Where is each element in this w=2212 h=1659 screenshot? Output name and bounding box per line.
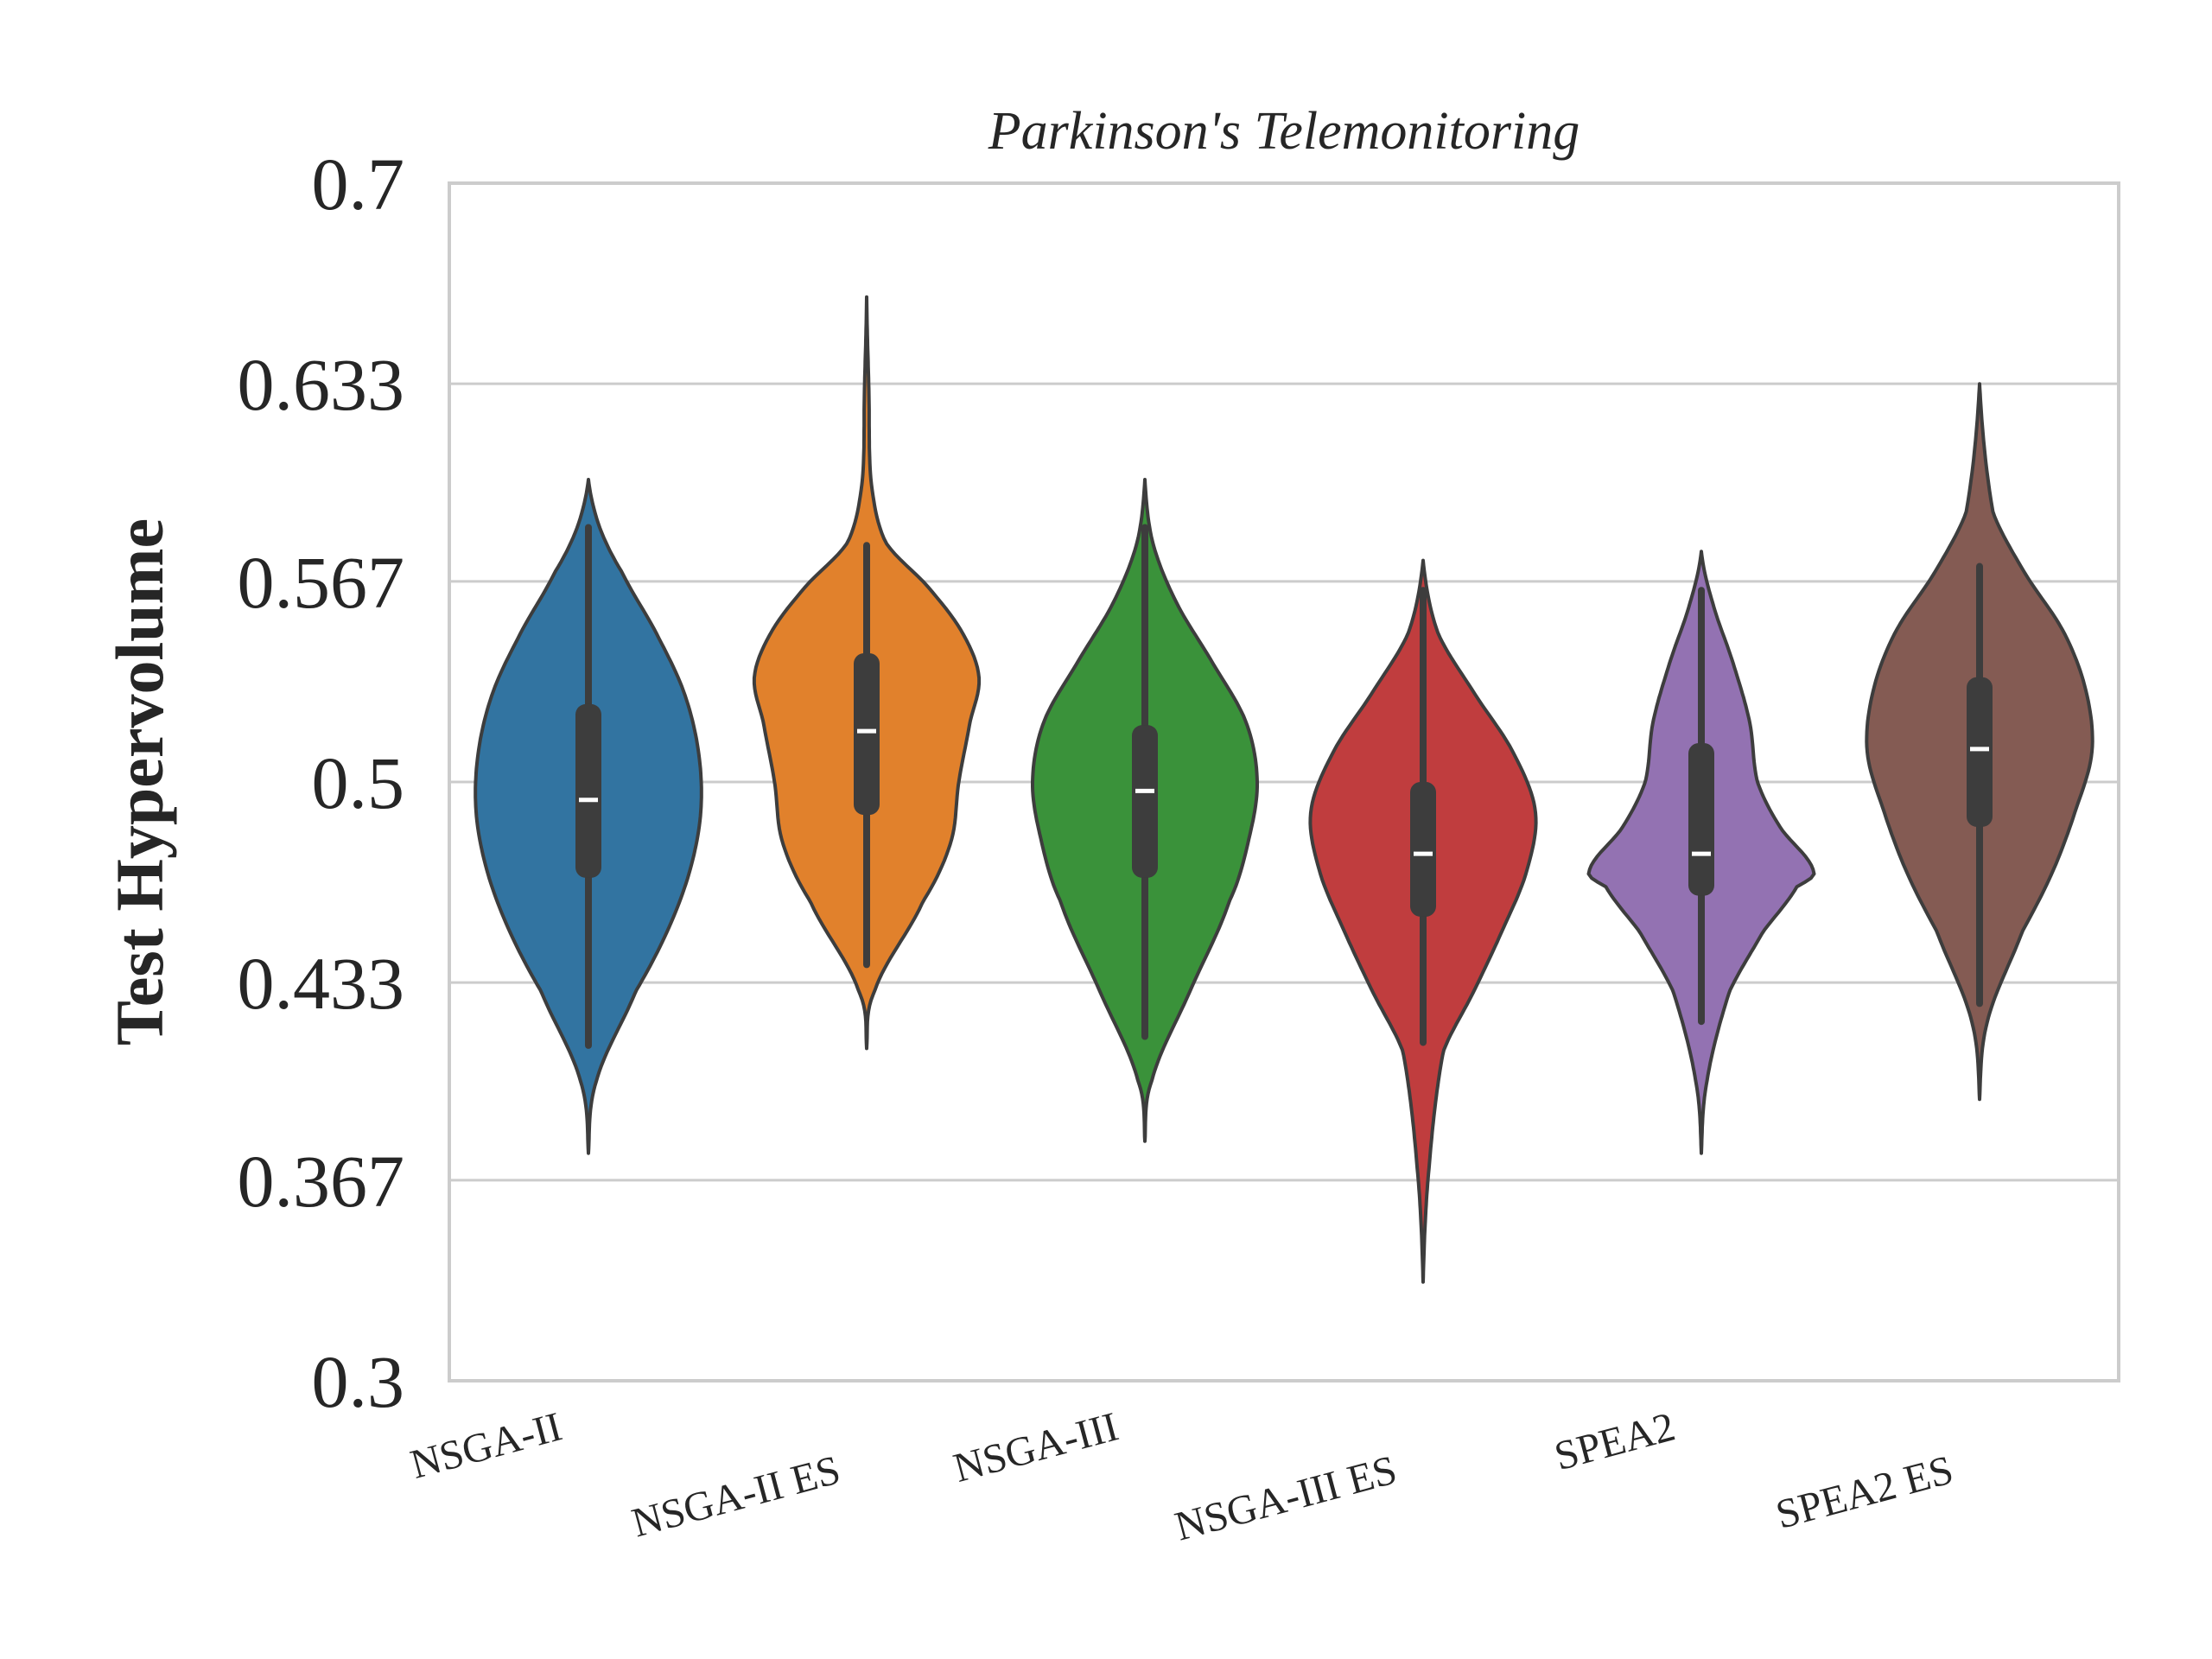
iqr-box — [1967, 677, 1993, 827]
y-tick-labels: 0.3 0.367 0.433 0.5 0.567 0.633 0.7 — [238, 143, 405, 1423]
y-tick-label: 0.7 — [312, 143, 405, 226]
y-tick-label: 0.633 — [238, 343, 405, 426]
y-tick-label: 0.5 — [312, 741, 405, 824]
violin-nsga-ii-es — [752, 295, 982, 1051]
iqr-box — [1132, 725, 1158, 878]
y-axis-label: Test Hypervolume — [102, 518, 177, 1046]
violin-nsga-iii — [1031, 478, 1259, 1143]
iqr-box — [1410, 782, 1436, 917]
y-tick-label: 0.367 — [238, 1140, 405, 1223]
y-gridlines — [449, 382, 2119, 1182]
violin-nsga-iii-es — [1308, 558, 1538, 1284]
violin-group — [474, 295, 2094, 1284]
plot-frame — [448, 181, 2120, 1382]
y-tick-label: 0.433 — [238, 942, 405, 1025]
y-tick-label: 0.3 — [312, 1340, 405, 1423]
violin-spea2-es — [1865, 382, 2094, 1102]
iqr-box — [575, 703, 601, 878]
violin-spea2 — [1586, 550, 1816, 1155]
chart-title: Parkinson's Telemonitoring — [988, 102, 1580, 161]
iqr-box — [1688, 742, 1714, 896]
y-tick-label: 0.567 — [238, 541, 405, 624]
iqr-box — [854, 653, 880, 816]
violin-nsga-ii — [474, 478, 703, 1155]
